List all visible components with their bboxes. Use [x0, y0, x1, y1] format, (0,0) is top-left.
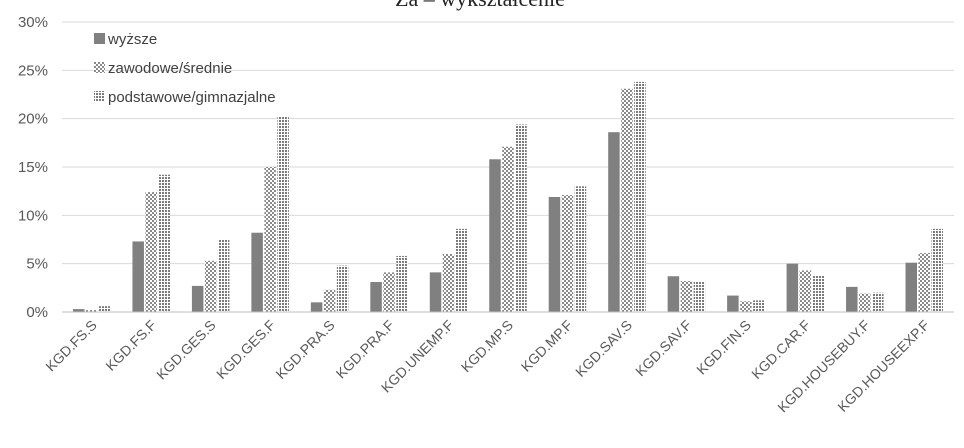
bar-zawodowe — [85, 310, 98, 312]
y-tick-label: 25% — [18, 62, 48, 79]
legend-swatch-podstawowe — [94, 91, 105, 102]
x-tick-label: KGD.PRA.F — [333, 317, 398, 382]
bar-zawodowe — [323, 289, 336, 312]
bar-wyzsze — [429, 272, 442, 312]
x-axis-ticks: KGD.FS.S KGD.FS.FKGD.GES.SKGD.GES.FKGD.PR… — [42, 317, 932, 416]
x-tick-label: KGD.CAR.F — [748, 317, 813, 382]
y-tick-label: 20% — [18, 111, 48, 128]
bar-zawodowe — [502, 146, 514, 312]
bar-zawodowe — [918, 253, 931, 312]
x-tick-label: KGD.SAV.S — [572, 317, 635, 380]
x-tick-label: KGD.PRA.S — [272, 317, 337, 382]
bar-wyzsze — [548, 196, 561, 312]
x-tick-label: KGD.FIN.S — [693, 317, 754, 378]
bar-podstawowe — [396, 255, 408, 312]
bar-podstawowe — [277, 116, 289, 312]
bar-wyzsze — [132, 241, 144, 312]
bar-zawodowe — [383, 272, 395, 312]
bar-zawodowe — [145, 192, 157, 312]
bar-zawodowe — [264, 167, 276, 312]
bar-podstawowe — [812, 275, 825, 312]
bar-wyzsze — [191, 285, 204, 312]
bar-zawodowe — [621, 88, 633, 312]
bar-zawodowe — [740, 301, 752, 312]
bar-podstawowe — [574, 186, 587, 312]
bar-wyzsze — [727, 295, 739, 312]
bar-zawodowe — [859, 293, 871, 312]
chart-title: Za – wykształcenie — [395, 0, 565, 11]
x-tick-label: KGD.FS.S — [42, 317, 100, 375]
bar-wyzsze — [370, 282, 382, 312]
x-tick-label: KGD.SAV.F — [632, 317, 694, 379]
bar-podstawowe — [217, 239, 230, 312]
x-tick-label: KGD.GES.S — [153, 317, 219, 383]
bar-podstawowe — [98, 306, 111, 312]
bars — [72, 81, 944, 312]
x-tick-label: KGD.MP.S — [458, 317, 516, 375]
y-axis-ticks: 0% 5% 10% 15% 20% 25% 30% — [18, 14, 48, 321]
bar-podstawowe — [693, 281, 706, 312]
legend: wyższe zawodowe/średnie podstawowe/gimna… — [94, 31, 276, 106]
y-tick-label: 30% — [18, 14, 48, 31]
y-tick-label: 15% — [18, 159, 48, 176]
legend-label-wyzsze: wyższe — [107, 31, 157, 48]
bar-podstawowe — [931, 228, 944, 312]
legend-swatch-wyzsze — [94, 33, 105, 44]
bar-podstawowe — [515, 124, 527, 312]
y-tick-label: 0% — [26, 304, 48, 321]
bar-wyzsze — [667, 276, 680, 312]
bar-wyzsze — [608, 132, 620, 312]
x-tick-label: KGD.FS.F — [102, 317, 159, 374]
legend-label-zawodowe: zawodowe/średnie — [108, 60, 232, 77]
x-tick-label: KGD.MP.F — [518, 317, 576, 375]
legend-label-podstawowe: podstawowe/gimnazjalne — [108, 89, 276, 106]
bar-wyzsze — [846, 286, 858, 312]
bar-zawodowe — [799, 270, 812, 312]
bar-podstawowe — [158, 174, 170, 312]
bar-podstawowe — [455, 228, 468, 312]
bar-wyzsze — [489, 159, 501, 312]
x-tick-label: KGD.GES.F — [213, 317, 278, 382]
bar-podstawowe — [336, 265, 349, 312]
bar-wyzsze — [72, 309, 85, 312]
bar-podstawowe — [872, 292, 884, 312]
bar-zawodowe — [204, 260, 217, 312]
y-tick-label: 5% — [26, 256, 48, 273]
bar-wyzsze — [310, 302, 323, 312]
bar-podstawowe — [753, 300, 765, 312]
bar-zawodowe — [442, 254, 455, 312]
bar-podstawowe — [634, 81, 646, 312]
bar-zawodowe — [561, 195, 574, 312]
y-tick-label: 10% — [18, 207, 48, 224]
bar-wyzsze — [786, 263, 799, 312]
bar-wyzsze — [251, 232, 263, 312]
bar-wyzsze — [905, 262, 918, 312]
bar-zawodowe — [680, 281, 693, 312]
legend-swatch-zawodowe — [94, 62, 105, 73]
